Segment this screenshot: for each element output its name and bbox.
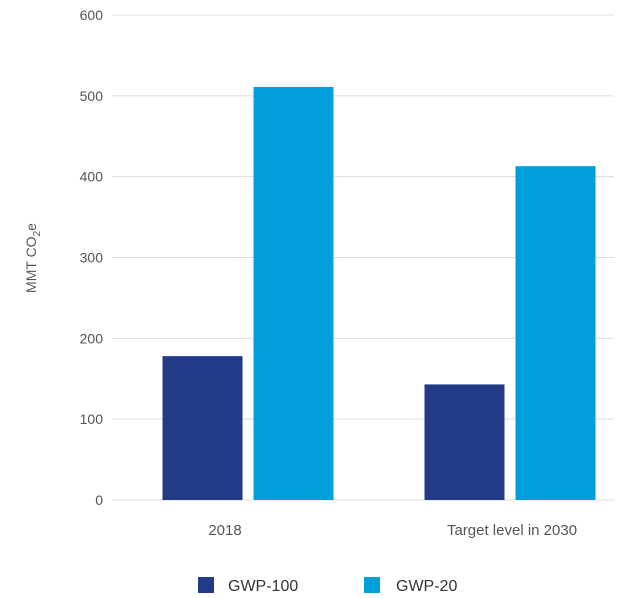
y-tick-label-0: 0 [95, 492, 103, 508]
y-tick-label-500: 500 [80, 88, 104, 104]
y-tick-label-400: 400 [80, 169, 104, 185]
y-axis-title-subscript: 2 [32, 230, 43, 236]
y-tick-label-300: 300 [80, 250, 104, 266]
category-label-1: 2018 [208, 522, 241, 539]
legend-swatch-gwp-20 [364, 577, 380, 593]
y-tick-labels: 0 100 200 300 400 500 600 [80, 7, 104, 508]
y-tick-label-100: 100 [80, 411, 104, 427]
bar-gwp-20-1 [253, 86, 334, 501]
legend-label-gwp-100: GWP-100 [228, 578, 298, 595]
legend-swatch-gwp-100 [198, 577, 214, 593]
category-labels: 2018 Target level in 2030 [208, 522, 577, 539]
bar-gwp-100-1 [162, 356, 243, 500]
y-axis-title: MMT CO2e [23, 223, 43, 293]
y-axis-title-main: MMT CO [23, 236, 39, 293]
bar-gwp-100-2 [424, 384, 505, 500]
y-tick-label-600: 600 [80, 7, 104, 23]
legend-label-gwp-20: GWP-20 [396, 578, 457, 595]
bars [162, 86, 596, 501]
y-axis-title-suffix: e [23, 223, 39, 231]
category-label-2: Target level in 2030 [447, 522, 577, 539]
y-tick-label-200: 200 [80, 330, 104, 346]
bar-gwp-20-2 [515, 166, 596, 501]
legend: GWP-100 GWP-20 [198, 577, 457, 595]
